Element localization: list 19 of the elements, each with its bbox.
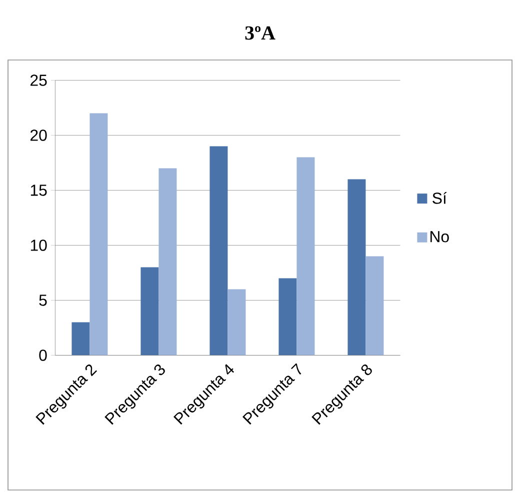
bar	[366, 256, 384, 356]
bar	[158, 168, 177, 356]
bar	[228, 289, 246, 356]
bar	[210, 146, 228, 356]
y-tick-label: 0	[39, 350, 47, 361]
bar	[90, 113, 108, 356]
chart-title: 3ºA	[245, 26, 276, 40]
bar	[140, 267, 159, 356]
bar	[278, 278, 297, 356]
legend-label: No	[430, 231, 449, 242]
legend-label: Sí	[432, 192, 447, 204]
bar	[296, 157, 315, 356]
y-tick-label: 20	[30, 130, 47, 141]
bar	[72, 322, 90, 356]
y-tick-label: 10	[30, 240, 47, 251]
y-tick-label: 15	[30, 184, 47, 196]
bar	[348, 179, 366, 356]
y-tick-label: 5	[39, 294, 47, 306]
y-tick-label: 25	[30, 74, 47, 86]
